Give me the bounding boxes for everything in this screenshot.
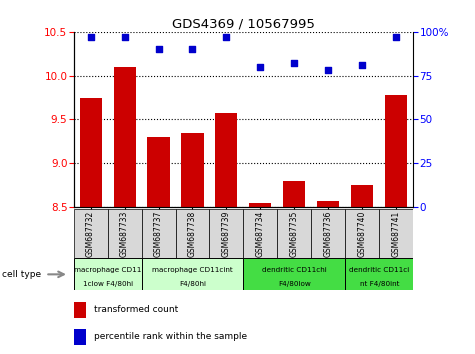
FancyBboxPatch shape: [243, 258, 345, 290]
Text: GSM687733: GSM687733: [120, 210, 129, 257]
Bar: [216, 113, 238, 207]
FancyBboxPatch shape: [345, 258, 413, 290]
Bar: [181, 133, 203, 207]
Text: GSM687738: GSM687738: [188, 211, 197, 257]
FancyBboxPatch shape: [312, 209, 345, 258]
Bar: [80, 98, 102, 207]
Point: [223, 34, 230, 40]
Text: F4/80low: F4/80low: [278, 281, 311, 287]
FancyBboxPatch shape: [176, 209, 209, 258]
Text: macrophage CD11: macrophage CD11: [74, 267, 141, 273]
Point: [256, 64, 264, 70]
FancyBboxPatch shape: [74, 209, 107, 258]
FancyBboxPatch shape: [74, 258, 142, 290]
Text: nt F4/80int: nt F4/80int: [360, 281, 399, 287]
FancyBboxPatch shape: [142, 209, 176, 258]
Text: macrophage CD11cint: macrophage CD11cint: [152, 267, 233, 273]
FancyBboxPatch shape: [243, 209, 277, 258]
Text: GSM687741: GSM687741: [392, 211, 401, 257]
FancyBboxPatch shape: [142, 258, 243, 290]
Text: GSM687735: GSM687735: [290, 210, 299, 257]
Bar: [74, 329, 86, 345]
Text: 1clow F4/80hi: 1clow F4/80hi: [83, 281, 133, 287]
Bar: [284, 181, 305, 207]
FancyBboxPatch shape: [277, 209, 312, 258]
Text: GSM687736: GSM687736: [324, 210, 333, 257]
Text: F4/80hi: F4/80hi: [179, 281, 206, 287]
Text: GSM687740: GSM687740: [358, 210, 367, 257]
Text: dendritic CD11chi: dendritic CD11chi: [262, 267, 327, 273]
Text: cell type: cell type: [2, 270, 41, 279]
Point: [392, 34, 400, 40]
Title: GDS4369 / 10567995: GDS4369 / 10567995: [172, 18, 315, 31]
Text: transformed count: transformed count: [94, 305, 178, 314]
Bar: [249, 203, 271, 207]
Point: [87, 34, 95, 40]
Bar: [114, 67, 135, 207]
Point: [291, 61, 298, 66]
Bar: [148, 137, 170, 207]
FancyBboxPatch shape: [379, 209, 413, 258]
Text: dendritic CD11ci: dendritic CD11ci: [349, 267, 409, 273]
Point: [155, 47, 162, 52]
FancyBboxPatch shape: [107, 209, 142, 258]
Text: percentile rank within the sample: percentile rank within the sample: [94, 332, 247, 341]
Text: GSM687737: GSM687737: [154, 210, 163, 257]
Text: GSM687734: GSM687734: [256, 210, 265, 257]
FancyBboxPatch shape: [209, 209, 243, 258]
Point: [121, 34, 128, 40]
Point: [189, 47, 196, 52]
Bar: [317, 201, 339, 207]
Bar: [352, 185, 373, 207]
Bar: [385, 95, 407, 207]
Text: GSM687732: GSM687732: [86, 211, 95, 257]
Text: GSM687739: GSM687739: [222, 210, 231, 257]
Point: [359, 62, 366, 68]
Bar: [74, 302, 86, 318]
Point: [324, 68, 332, 73]
FancyBboxPatch shape: [345, 209, 379, 258]
